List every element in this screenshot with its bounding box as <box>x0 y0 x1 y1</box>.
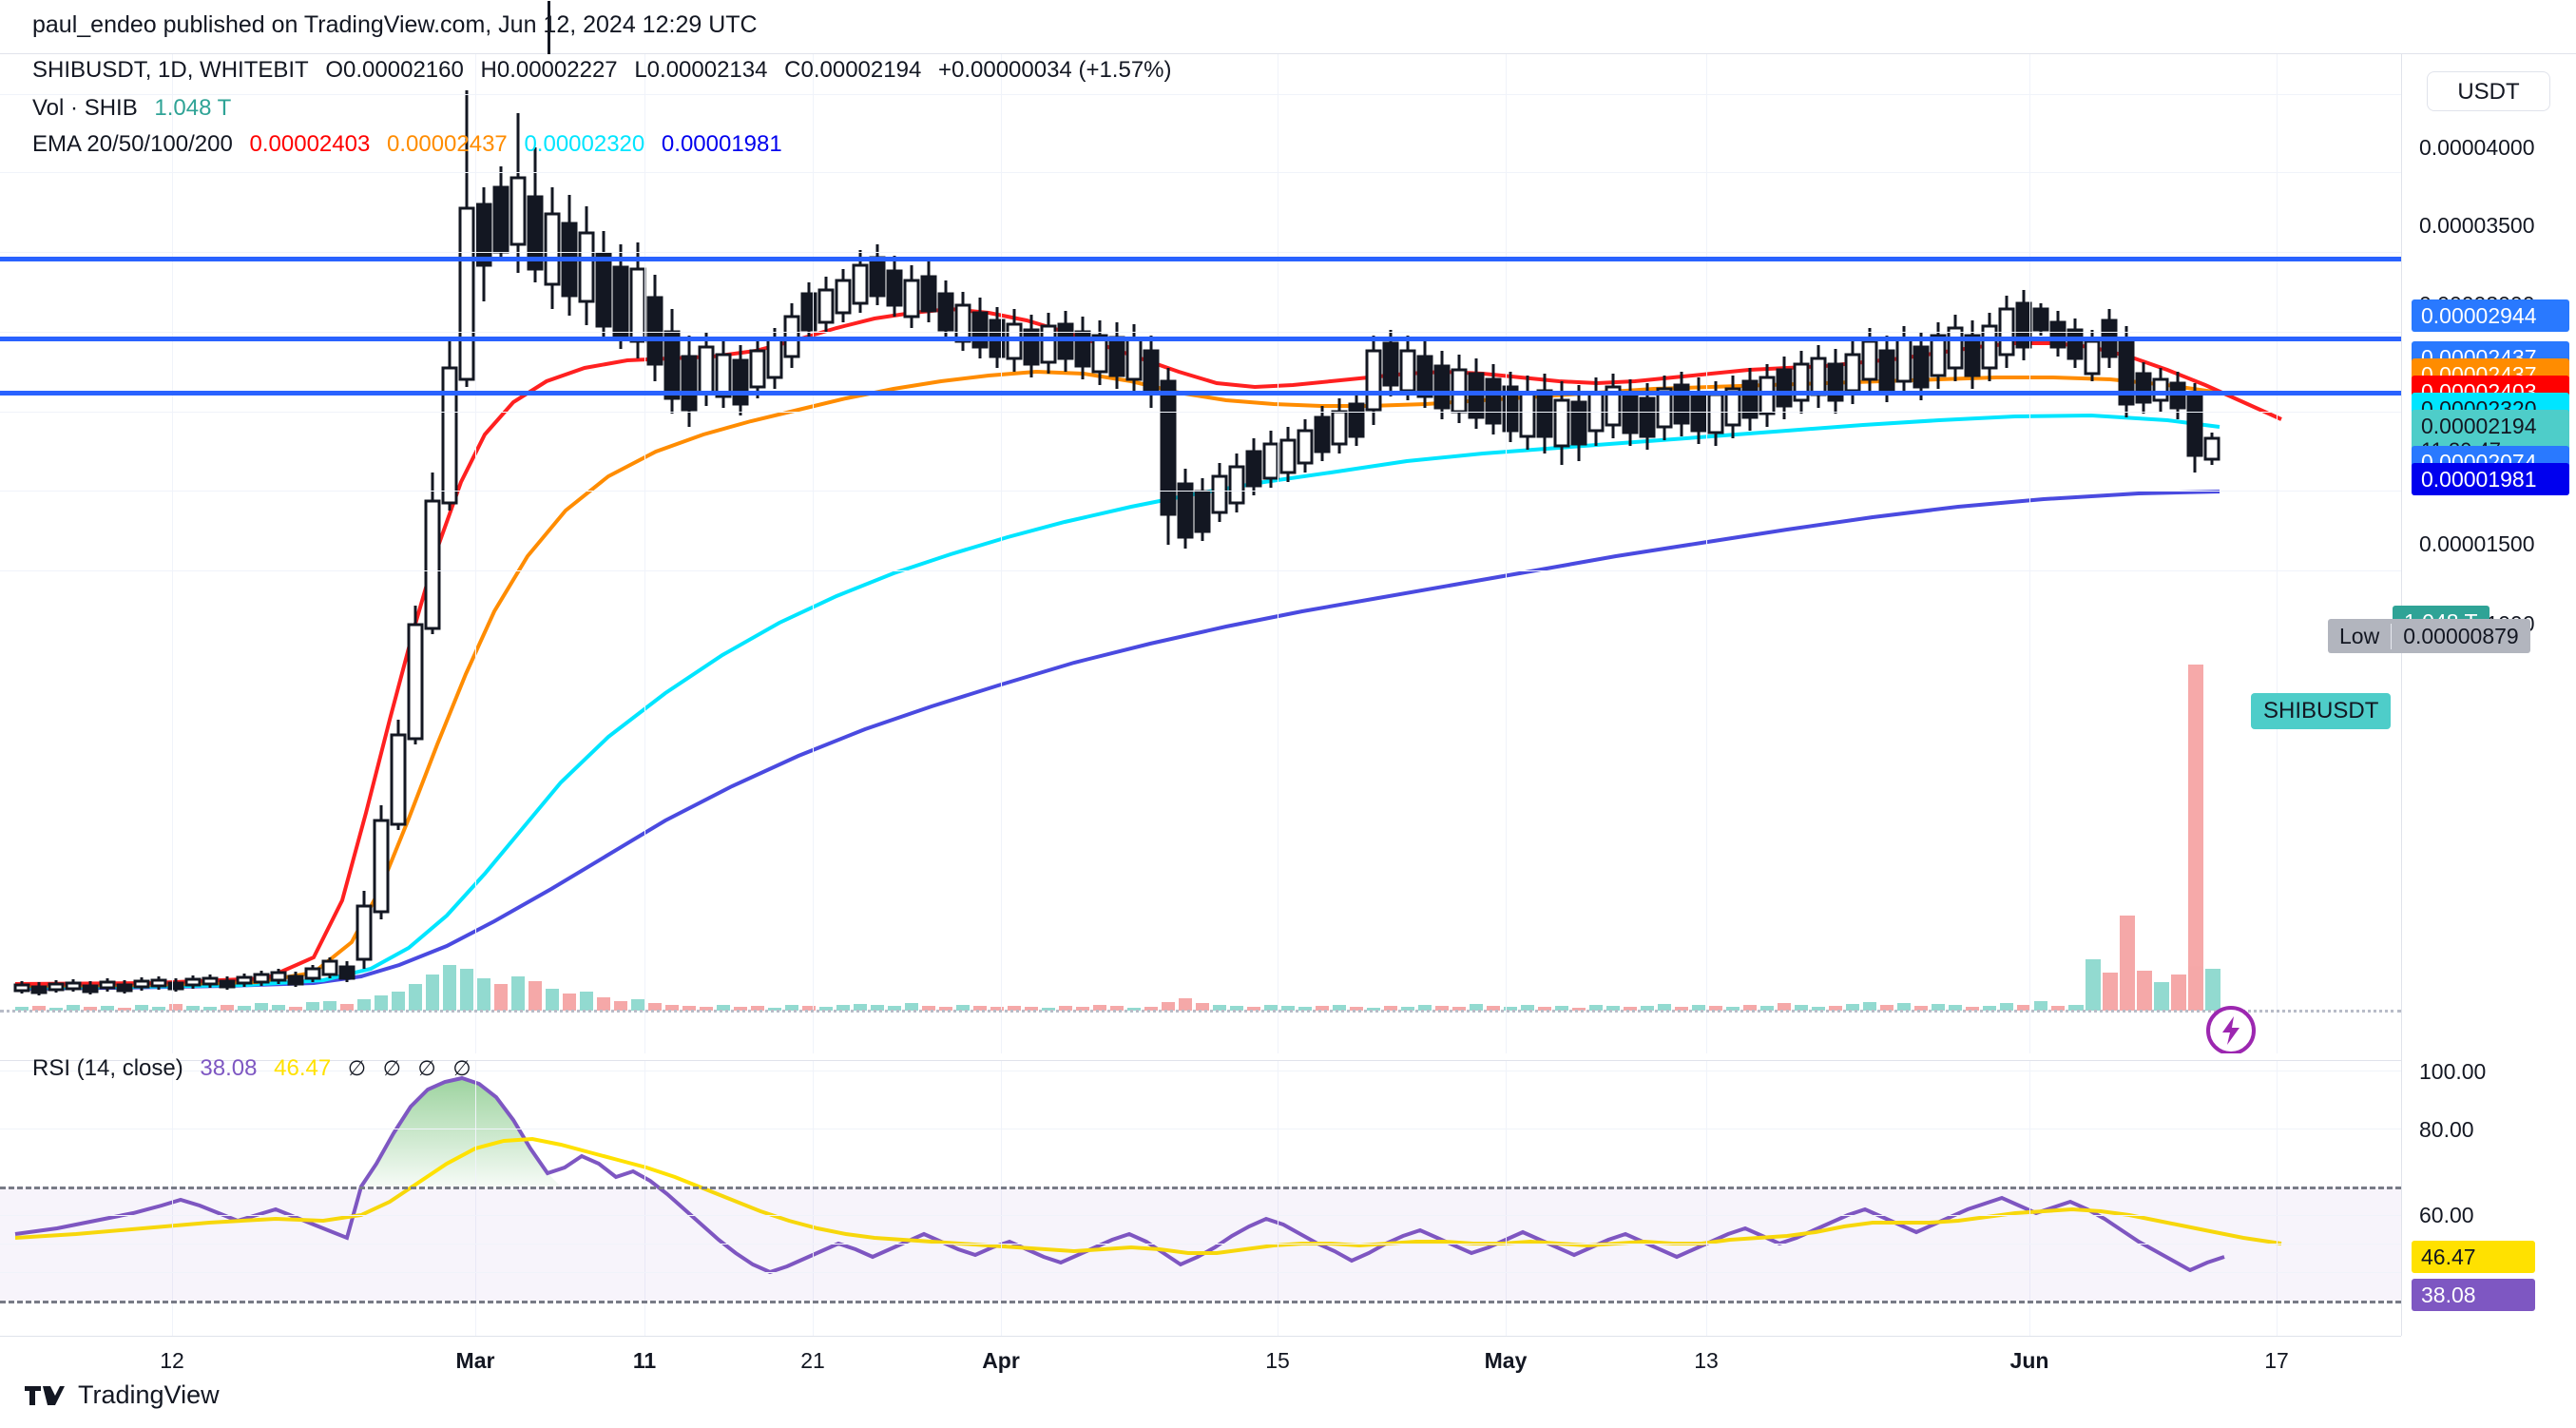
legend-rsi-value: 38.08 <box>200 1055 258 1081</box>
rsi-tick-100: 100.00 <box>2419 1059 2487 1084</box>
ema200-price-badge[interactable]: 0.00001981 <box>2412 463 2569 495</box>
volume-bars <box>15 665 2220 1011</box>
publisher-line: paul_endeo published on TradingView.com,… <box>32 11 758 38</box>
time-tick-apr: Apr <box>982 1348 1020 1373</box>
rsi-tick-60: 60.00 <box>2419 1203 2474 1227</box>
legend-rsi-label: RSI (14, close) <box>32 1055 183 1081</box>
legend-ohlc[interactable]: SHIBUSDT, 1D, WHITEBIT O0.00002160 H0.00… <box>32 57 1182 84</box>
time-tick-may: May <box>1484 1348 1528 1373</box>
footer[interactable]: TradingView <box>25 1380 220 1410</box>
time-axis[interactable]: 12 Mar 11 21 Apr 15 May 13 Jun 17 <box>0 1336 2401 1378</box>
legend-ema100: 0.00002320 <box>524 131 645 157</box>
legend-rsi-empty-1: ∅ <box>347 1056 367 1080</box>
rsi-ma-line <box>14 1136 2282 1255</box>
rsi-overbought-fill <box>361 1078 561 1187</box>
tradingview-brand: TradingView <box>78 1380 220 1409</box>
time-tick-17: 17 <box>2264 1348 2289 1373</box>
price-tick-1: 0.00003500 <box>2419 213 2535 238</box>
crosshair-vertical-line <box>548 1 550 54</box>
ema20-line <box>14 306 2282 986</box>
price-pane[interactable]: SHIBUSDT <box>0 54 2401 1053</box>
price-axis[interactable]: USDT 0.00004000 0.00003500 0.00003000 0.… <box>2328 54 2576 1336</box>
chart-frame: SHIBUSDT <box>0 1 2576 1373</box>
legend-rsi[interactable]: RSI (14, close) 38.08 46.47 ∅ ∅ ∅ ∅ <box>32 1055 482 1082</box>
low-price-badge[interactable]: Low 0.00000879 <box>2328 619 2530 653</box>
legend-rsi-ma-value: 46.47 <box>274 1055 332 1081</box>
legend-rsi-empty-3: ∅ <box>417 1056 436 1080</box>
lightning-bolt-icon[interactable] <box>2205 1005 2257 1053</box>
candlesticks <box>13 90 2220 995</box>
price-tick-5: 0.00001500 <box>2419 531 2535 556</box>
legend-open: O0.00002160 <box>325 57 464 83</box>
time-tick-13: 13 <box>1694 1348 1719 1373</box>
ema100-line <box>14 413 2220 990</box>
time-tick-12: 12 <box>160 1348 184 1373</box>
ema200-line <box>14 490 2220 991</box>
resistance-line-2[interactable] <box>0 337 2401 341</box>
legend-rsi-empty-4: ∅ <box>452 1056 471 1080</box>
support-line-1[interactable] <box>0 391 2401 396</box>
legend-change: +0.00000034 (+1.57%) <box>937 57 1172 83</box>
legend-volume-label: Vol · SHIB <box>32 95 138 121</box>
legend-ema-label: EMA 20/50/100/200 <box>32 131 233 157</box>
legend-ema[interactable]: EMA 20/50/100/200 0.00002403 0.00002437 … <box>32 131 793 158</box>
rsi-ma-badge[interactable]: 46.47 <box>2412 1241 2535 1273</box>
time-tick-15: 15 <box>1265 1348 1290 1373</box>
symbol-tag[interactable]: SHIBUSDT <box>2251 693 2392 729</box>
low-price-dotted-line <box>0 1010 2401 1013</box>
last-price-value: 0.00002194 <box>2421 414 2537 438</box>
rsi-upper-band-line <box>0 1187 2401 1189</box>
resistance-line-1[interactable] <box>0 257 2401 261</box>
legend-close: C0.00002194 <box>784 57 922 83</box>
legend-ema200: 0.00001981 <box>661 131 782 157</box>
rsi-lower-band-line <box>0 1301 2401 1303</box>
low-label: Low <box>2328 623 2393 649</box>
legend-volume-value: 1.048 T <box>154 95 232 121</box>
legend-symbol[interactable]: SHIBUSDT, 1D, WHITEBIT <box>32 57 309 83</box>
legend-ema50: 0.00002437 <box>386 131 508 157</box>
price-tick-0: 0.00004000 <box>2419 135 2535 160</box>
legend-volume[interactable]: Vol · SHIB 1.048 T <box>32 95 241 122</box>
rsi-pane[interactable] <box>0 1060 2401 1336</box>
time-tick-jun: Jun <box>2009 1348 2049 1373</box>
tradingview-logo-icon <box>25 1382 65 1409</box>
time-tick-11: 11 <box>632 1348 657 1373</box>
legend-high: H0.00002227 <box>480 57 618 83</box>
low-value: 0.00000879 <box>2403 623 2519 648</box>
legend-low: L0.00002134 <box>634 57 768 83</box>
rsi-line <box>14 1075 2225 1275</box>
time-tick-mar: Mar <box>455 1348 495 1373</box>
legend-rsi-empty-2: ∅ <box>382 1056 401 1080</box>
legend-ema20: 0.00002403 <box>249 131 371 157</box>
rsi-chart-svg <box>14 1075 2282 1275</box>
rsi-tick-80: 80.00 <box>2419 1117 2474 1142</box>
time-tick-21: 21 <box>800 1348 825 1373</box>
rsi-value-badge[interactable]: 38.08 <box>2412 1279 2535 1311</box>
resistance-badge-0[interactable]: 0.00002944 <box>2412 299 2569 332</box>
currency-label[interactable]: USDT <box>2427 71 2550 111</box>
price-chart-svg <box>13 90 2282 1011</box>
